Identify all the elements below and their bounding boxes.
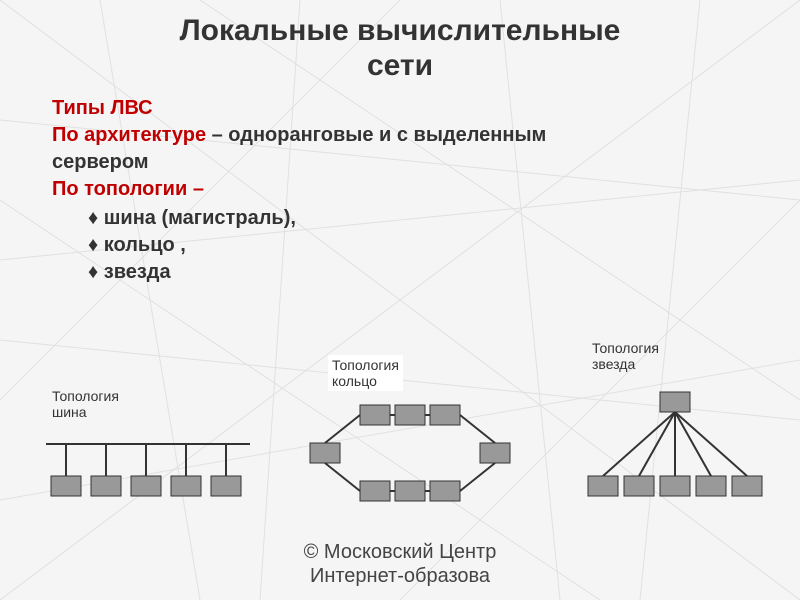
star-label: Топология звезда [592, 340, 659, 372]
footer-credit: © Московский Центр Интернет-образова [0, 540, 800, 588]
star-topology-diagram [570, 386, 780, 506]
ring-topology-diagram [290, 395, 530, 515]
title-line-2: сети [367, 49, 433, 82]
title-line-1: Локальные вычислительные [180, 14, 621, 47]
bullet-star: звезда [88, 259, 572, 286]
bullet-bus: шина (магистраль), [88, 205, 572, 232]
types-heading: Типы ЛВС [52, 97, 153, 119]
topology-label: По топологии – [52, 178, 204, 200]
bus-topology-diagram [38, 430, 258, 510]
ring-label: Топология кольцо [328, 355, 403, 391]
architecture-label: По архитектуре [52, 124, 206, 146]
bullet-ring: кольцо , [88, 232, 572, 259]
body-text-block: Типы ЛВС По архитектуре – одноранговые и… [52, 95, 572, 286]
bus-label: Топология шина [52, 388, 119, 420]
page-title: Локальные вычислительные сети [0, 0, 800, 83]
